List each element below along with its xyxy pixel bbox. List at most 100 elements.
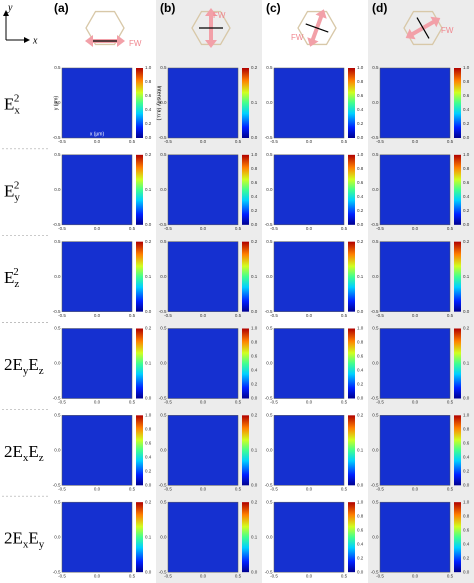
colorbar-tick-label: 1.0 (463, 499, 470, 504)
colorbar-tick-label: 0.0 (463, 135, 470, 140)
y-tick-label: 0.0 (372, 274, 379, 279)
colorbar (136, 415, 143, 486)
row-label: 2ExEz (4, 442, 44, 464)
colorbar-tick-label: 0.1 (251, 274, 258, 279)
colorbar-tick-label: 0.6 (251, 354, 258, 359)
colorbar-tick-label: 0.0 (357, 483, 364, 488)
colorbar-tick-label: 0.2 (463, 208, 470, 213)
y-tick-label: 0.0 (372, 448, 379, 453)
y-tick-label: -0.5 (53, 309, 61, 314)
colorbar-tick-label: 0.2 (145, 469, 152, 474)
row-label-part: z (39, 451, 44, 463)
x-tick-label: -0.5 (376, 400, 384, 405)
y-tick-label: 0.0 (266, 187, 273, 192)
colorbar-tick-label: 1.0 (357, 65, 364, 70)
heatmap-background (62, 502, 132, 573)
colorbar-tick-label: 0.1 (145, 534, 152, 539)
colorbar-tick-label: 0.6 (145, 441, 152, 446)
colorbar-tick-label: 1.0 (145, 413, 152, 418)
panel-frame (273, 241, 345, 312)
colorbar (454, 415, 461, 486)
row-label-part: y (14, 191, 20, 203)
colorbar-tick-label: 0.4 (463, 541, 470, 546)
row-label-part: x (23, 451, 29, 463)
y-tick-label: 0.0 (266, 534, 273, 539)
x-tick-label: 0.5 (341, 400, 348, 405)
colorbar-tick-label: 0.6 (463, 527, 470, 532)
y-tick-label: 0.5 (160, 65, 167, 70)
y-tick-label: 0.0 (54, 534, 61, 539)
row-label-part: 2E (4, 355, 23, 374)
colorbar-tick-label: 0.2 (357, 382, 364, 387)
colorbar-tick-label: 0.8 (463, 79, 470, 84)
x-tick-label: -0.5 (376, 226, 384, 231)
colorbar-tick-label: 0.2 (463, 326, 470, 331)
x-tick-label: 0.0 (200, 313, 207, 318)
y-tick-label: 0.5 (266, 499, 273, 504)
arrow-head (307, 37, 319, 47)
colorbar (454, 68, 461, 138)
colorbar-tick-label: 0.8 (463, 427, 470, 432)
colorbar (348, 241, 355, 312)
column-label: (b) (160, 1, 175, 15)
y-tick-label: 0.5 (160, 239, 167, 244)
heatmap-background (168, 502, 238, 573)
x-tick-label: -0.5 (376, 313, 384, 318)
axis-icon-label: x (32, 35, 38, 46)
fw-arrow (305, 9, 329, 47)
colorbar (136, 502, 143, 573)
colorbar-tick-label: 1.0 (463, 65, 470, 70)
row-label-part: z (39, 364, 44, 376)
y-tick-label: 0.0 (160, 187, 167, 192)
colorbar-tick-label: 0.2 (145, 499, 152, 504)
heatmap-background (380, 241, 450, 312)
x-tick-label: -0.5 (58, 400, 66, 405)
x-tick-label: 0.0 (200, 226, 207, 231)
colorbar-tick-label: 0.0 (145, 396, 152, 401)
x-tick-label: 0.5 (341, 487, 348, 492)
panel-frame (379, 67, 451, 139)
row-label-part: 2E (4, 528, 23, 547)
colorbar-tick-label: 0.2 (251, 65, 258, 70)
x-tick-label: -0.5 (376, 573, 384, 578)
row-label: 2ExEy (4, 528, 45, 550)
y-tick-label: 0.5 (372, 152, 379, 157)
colorbar-tick-label: 0.2 (251, 208, 258, 213)
colorbar-tick-label: 0.0 (357, 396, 364, 401)
heatmap-background (168, 68, 238, 138)
panel-frame (273, 501, 345, 573)
arrow-head (205, 40, 217, 48)
x-tick-label: -0.5 (376, 139, 384, 144)
colorbar-tick-label: 0.8 (463, 166, 470, 171)
y-tick-label: 0.0 (372, 534, 379, 539)
colorbar-tick-label: 0.8 (145, 427, 152, 432)
y-tick-label: 0.5 (372, 413, 379, 418)
y-tick-label: 0.0 (54, 361, 61, 366)
y-tick-label: 0.0 (160, 448, 167, 453)
x-tick-label: 0.5 (129, 226, 136, 231)
heatmap-background (168, 328, 238, 399)
colorbar-tick-label: 1.0 (463, 152, 470, 157)
colorbar-tick-label: 0.2 (463, 469, 470, 474)
colorbar (136, 241, 143, 312)
x-tick-label: 0.0 (306, 226, 313, 231)
colorbar-tick-label: 0.1 (145, 274, 152, 279)
row-label-part: 2 (14, 179, 20, 191)
colorbar-tick-label: 0.4 (251, 194, 258, 199)
colorbar (242, 328, 249, 399)
heatmap-background (274, 502, 344, 573)
panel-frame (167, 501, 239, 573)
colorbar-tick-label: 1.0 (357, 326, 364, 331)
colorbar-tick-label: 0.2 (145, 152, 152, 157)
x-tick-label: 0.5 (447, 226, 454, 231)
colorbar-tick-label: 0.0 (463, 483, 470, 488)
arrow-head (117, 35, 125, 47)
y-tick-label: 0.5 (372, 65, 379, 70)
y-tick-label: -0.5 (159, 396, 167, 401)
row-label-part: 2 (14, 92, 20, 104)
y-tick-label: 0.0 (54, 187, 61, 192)
panel-frame (61, 154, 133, 226)
y-tick-label: 0.5 (54, 326, 61, 331)
x-tick-label: 0.5 (447, 573, 454, 578)
x-tick-label: 0.0 (200, 139, 207, 144)
